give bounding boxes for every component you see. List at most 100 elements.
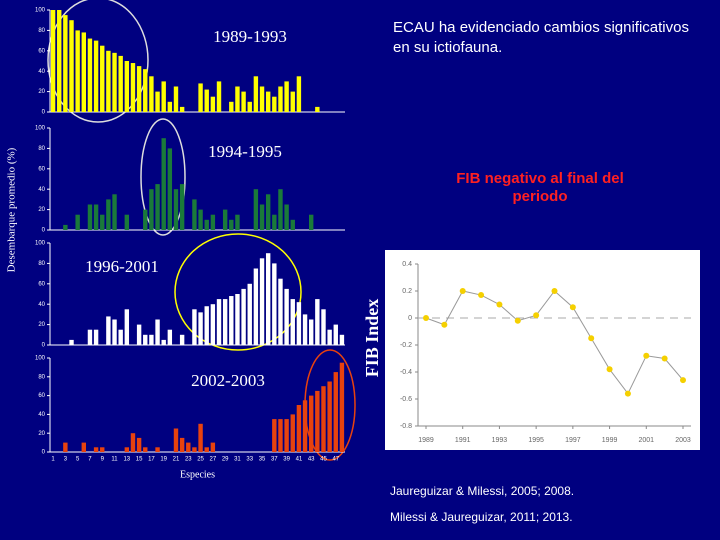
y-tick-label: 0 [42, 228, 46, 234]
x-tick-label: 29 [222, 457, 229, 463]
x-tick-label: 43 [308, 457, 315, 463]
y-tick-label: -0.2 [400, 342, 412, 349]
y-tick-label: 60 [38, 166, 45, 172]
line-chart-background [385, 250, 700, 450]
y-tick-label: 100 [35, 126, 46, 132]
y-tick-label: 40 [38, 69, 45, 75]
bar [265, 253, 271, 345]
bar [167, 148, 173, 230]
point [459, 288, 466, 294]
x-tick-label: 1993 [492, 437, 508, 444]
bar [149, 76, 154, 112]
y-tick-label: 0.2 [402, 288, 412, 295]
bar [57, 10, 62, 112]
bar [247, 283, 252, 345]
bar [265, 194, 271, 230]
bar [290, 299, 295, 345]
bar [315, 299, 320, 345]
point [643, 352, 650, 359]
y-tick-label: 80 [38, 28, 45, 34]
y-tick-label: -0.6 [400, 396, 412, 403]
bar [290, 91, 295, 112]
bar [198, 83, 203, 112]
bar [235, 86, 240, 112]
bar [296, 302, 302, 345]
bar [149, 189, 154, 230]
bar [87, 204, 93, 230]
bar [124, 309, 130, 345]
bar [192, 309, 197, 345]
bar [222, 299, 228, 345]
bar [173, 86, 179, 112]
bar [69, 339, 74, 345]
bar [284, 204, 289, 230]
y-tick-label: 20 [38, 431, 45, 437]
panel-title: 1996-2001 [85, 257, 159, 276]
bar [216, 299, 222, 345]
x-tick-label: 13 [123, 457, 130, 463]
bar [112, 52, 117, 112]
bar [167, 101, 173, 112]
bar [272, 419, 277, 452]
y-tick-label: 100 [35, 241, 46, 247]
bar [302, 400, 308, 452]
bar [284, 288, 289, 345]
y-tick-label: 0.4 [402, 261, 412, 268]
y-tick-label: 60 [38, 393, 45, 399]
x-tick-label: 35 [259, 457, 266, 463]
bar [69, 20, 74, 113]
bar [210, 442, 216, 452]
x-tick-label: 2001 [638, 437, 654, 444]
reference: Milessi & Jaureguizar, 2011; 2013. [390, 510, 573, 524]
bar [278, 86, 283, 112]
bar [167, 329, 173, 345]
bar [210, 304, 216, 345]
bar [321, 309, 326, 345]
bar [278, 419, 283, 452]
x-axis-label: Especies [180, 469, 215, 480]
bar [112, 194, 117, 230]
panel-title: 2002-2003 [191, 371, 265, 390]
bar [241, 91, 246, 112]
bar [259, 258, 265, 345]
y-axis-label: Desembarque promedio (%) [6, 147, 18, 272]
bar [290, 219, 295, 230]
bar [179, 106, 185, 112]
x-tick-label: 7 [88, 457, 92, 463]
bar [235, 294, 240, 345]
x-tick-label: 1991 [455, 437, 471, 444]
bar [229, 296, 234, 345]
bar [155, 319, 160, 345]
bar [75, 214, 80, 230]
bar [315, 106, 320, 112]
bar [50, 10, 56, 112]
bar [136, 324, 142, 345]
y-tick-label: 40 [38, 187, 45, 193]
bar [87, 38, 93, 113]
x-tick-label: 23 [185, 457, 192, 463]
heading-box: ECAU ha evidenciado cambios significativ… [393, 19, 689, 56]
y-tick-label: 0 [408, 315, 412, 322]
y-tick-label: -0.4 [400, 369, 412, 376]
bar [321, 386, 326, 452]
bar [327, 329, 332, 345]
highlight [140, 118, 186, 236]
bar [198, 209, 203, 230]
x-tick-label: 11 [111, 457, 118, 463]
bar [284, 81, 289, 112]
bar [308, 214, 314, 230]
bar [229, 101, 234, 112]
bar [198, 423, 203, 452]
bar [106, 199, 111, 230]
bar [173, 189, 179, 230]
bar [75, 30, 80, 112]
bar [204, 306, 209, 345]
x-tick-label: 1995 [528, 437, 544, 444]
y-axis-label: FIB Index [362, 299, 382, 378]
y-tick-label: 20 [38, 207, 45, 213]
bar [284, 419, 289, 452]
bar [333, 372, 338, 452]
bar [81, 442, 87, 452]
bar [278, 189, 283, 230]
point [661, 355, 668, 362]
